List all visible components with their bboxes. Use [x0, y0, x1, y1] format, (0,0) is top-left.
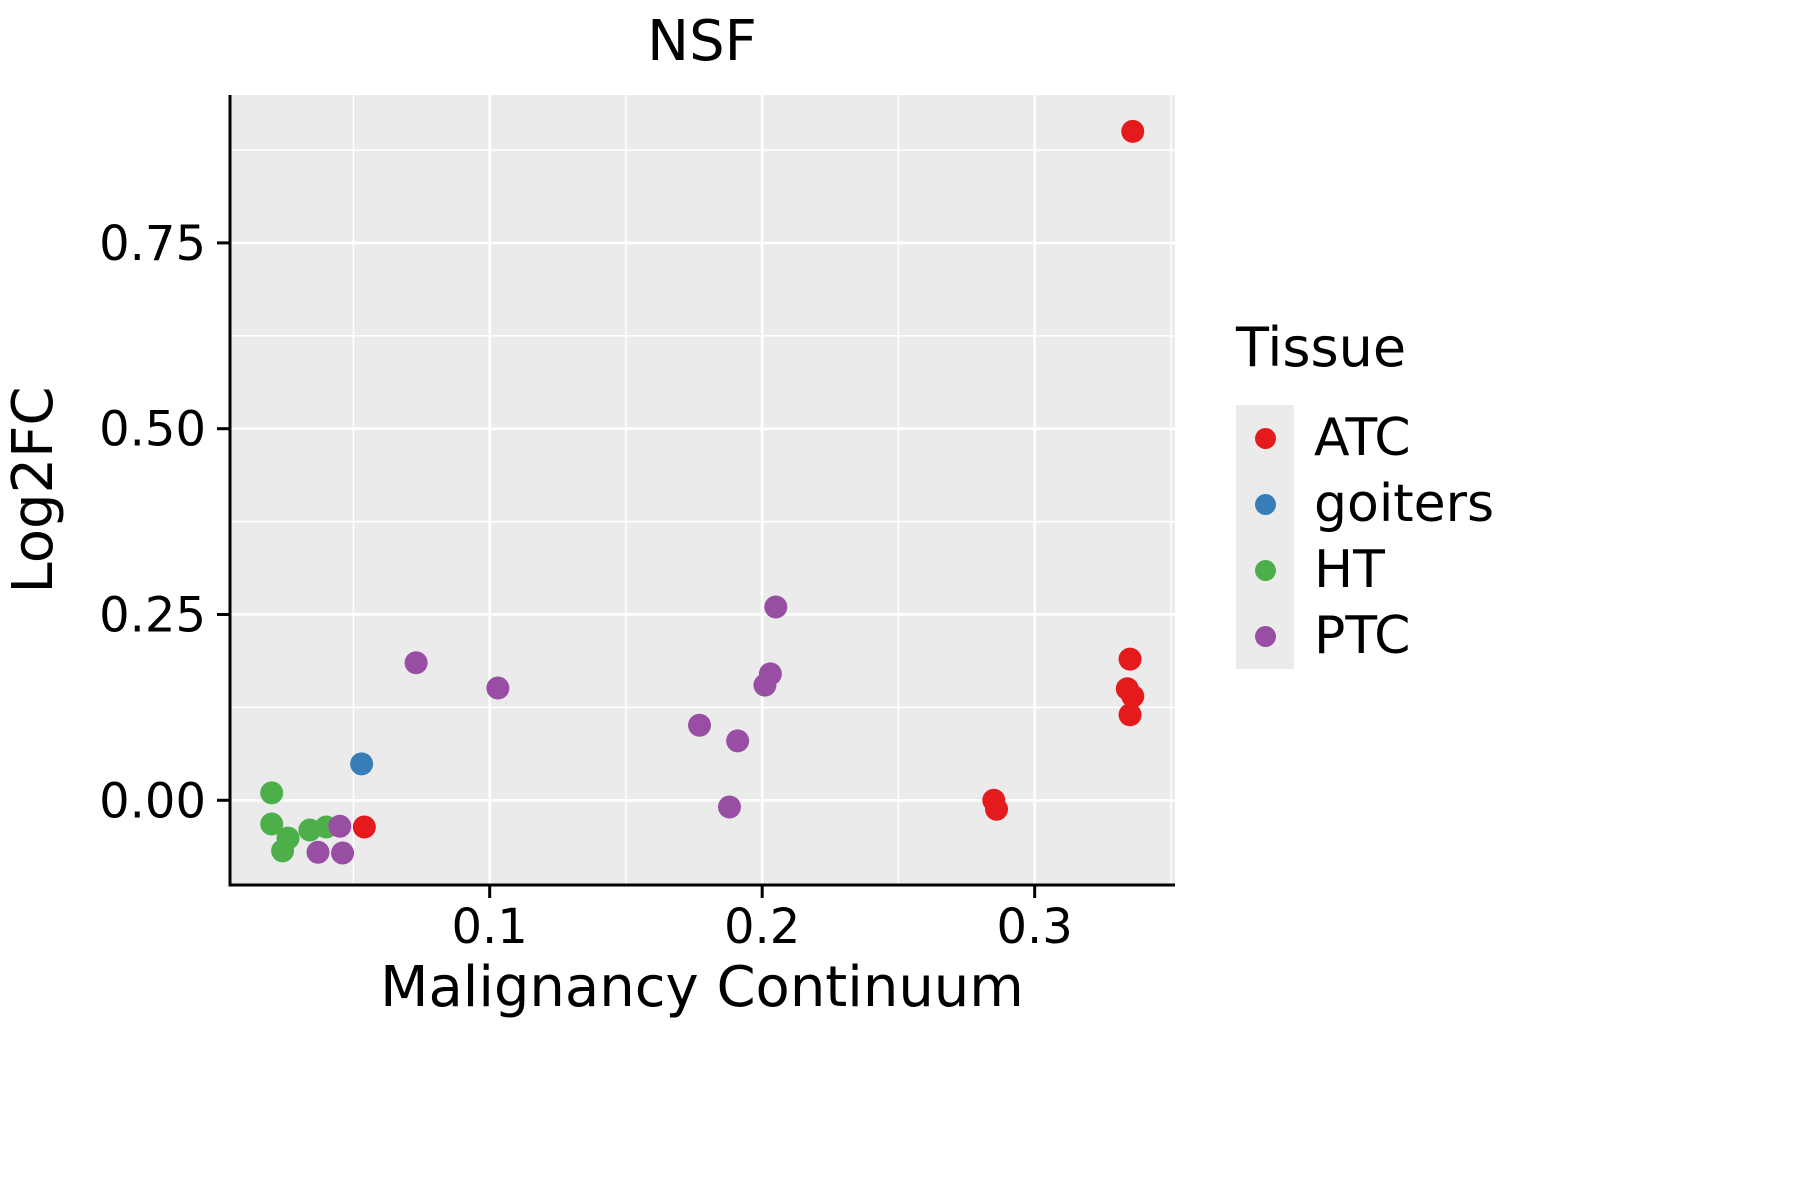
legend-dot-icon — [1254, 559, 1276, 581]
y-tick-label: 0.00 — [99, 773, 206, 829]
legend-entry-HT: HT — [1236, 537, 1494, 603]
point-ATC — [1121, 684, 1145, 708]
data-points — [260, 119, 1145, 865]
point-PTC — [331, 841, 355, 865]
point-PTC — [726, 729, 750, 753]
legend-dot-icon — [1254, 427, 1276, 449]
legend-key-ATC — [1236, 405, 1294, 471]
panel-background — [230, 95, 1175, 885]
point-PTC — [758, 662, 782, 686]
point-HT — [276, 826, 300, 850]
gridlines — [230, 95, 1175, 885]
x-tick-label: 0.3 — [996, 899, 1072, 955]
legend-entry-ATC: ATC — [1236, 405, 1494, 471]
point-PTC — [404, 651, 428, 675]
point-PTC — [486, 676, 510, 700]
y-tick-label: 0.25 — [99, 587, 206, 643]
y-tick-label: 0.75 — [99, 216, 206, 272]
legend-key-goiters — [1236, 471, 1294, 537]
x-tick-label: 0.2 — [724, 899, 800, 955]
y-axis-label: Log2FC — [1, 387, 66, 594]
point-ATC — [985, 797, 1009, 821]
legend-dot-icon — [1254, 625, 1276, 647]
point-PTC — [764, 595, 788, 619]
legend-entry-label: HT — [1314, 540, 1385, 600]
x-axis-label: Malignancy Continuum — [380, 955, 1024, 1020]
axis-ticks: 0.1 0.2 0.3 0.00 0.25 0.50 0.75 — [99, 216, 1073, 955]
point-PTC — [306, 840, 330, 864]
point-ATC — [1118, 703, 1142, 727]
point-PTC — [328, 814, 352, 838]
legend-entry-goiters: goiters — [1236, 471, 1494, 537]
x-tick-label: 0.1 — [452, 899, 528, 955]
legend-entries: ATC goiters HT PTC — [1236, 405, 1494, 669]
legend-dot-icon — [1254, 493, 1276, 515]
chart-title: NSF — [647, 9, 757, 74]
legend-key-HT — [1236, 537, 1294, 603]
point-goiters — [350, 752, 374, 776]
point-PTC — [717, 795, 741, 819]
legend-entry-label: ATC — [1314, 408, 1411, 468]
y-tick-label: 0.50 — [99, 402, 206, 458]
legend-entry-PTC: PTC — [1236, 603, 1494, 669]
point-HT — [260, 812, 284, 836]
point-PTC — [688, 713, 712, 737]
legend-entry-label: PTC — [1314, 606, 1411, 666]
legend-key-PTC — [1236, 603, 1294, 669]
point-ATC — [1121, 119, 1145, 143]
point-ATC — [352, 815, 376, 839]
legend-title: Tissue — [1236, 316, 1407, 379]
legend-entry-label: goiters — [1314, 474, 1495, 534]
legend: Tissue ATC goiters HT PTC — [1236, 316, 1494, 669]
point-ATC — [1118, 647, 1142, 671]
point-HT — [260, 781, 284, 805]
